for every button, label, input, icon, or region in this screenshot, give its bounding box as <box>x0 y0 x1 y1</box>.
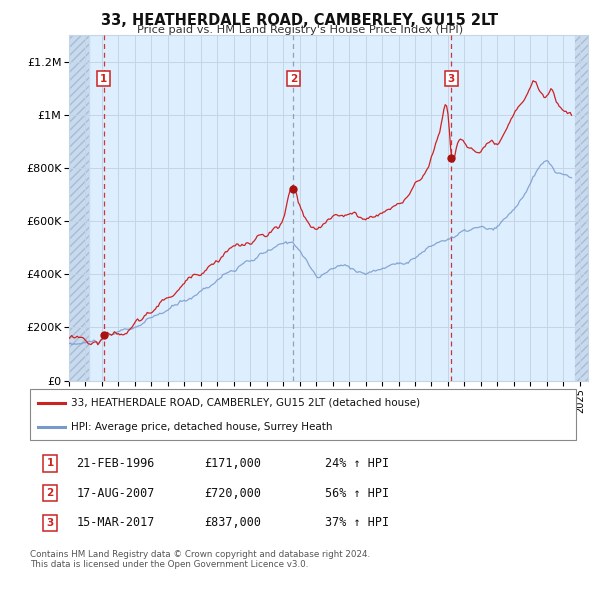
Text: 33, HEATHERDALE ROAD, CAMBERLEY, GU15 2LT (detached house): 33, HEATHERDALE ROAD, CAMBERLEY, GU15 2L… <box>71 398 420 408</box>
Text: 15-MAR-2017: 15-MAR-2017 <box>76 516 155 529</box>
Text: £171,000: £171,000 <box>205 457 262 470</box>
Text: 33, HEATHERDALE ROAD, CAMBERLEY, GU15 2LT: 33, HEATHERDALE ROAD, CAMBERLEY, GU15 2L… <box>101 13 499 28</box>
FancyBboxPatch shape <box>30 389 576 440</box>
Text: 3: 3 <box>47 518 54 527</box>
Text: 1: 1 <box>47 458 54 468</box>
Text: £837,000: £837,000 <box>205 516 262 529</box>
Text: Contains HM Land Registry data © Crown copyright and database right 2024.
This d: Contains HM Land Registry data © Crown c… <box>30 550 370 569</box>
Text: Price paid vs. HM Land Registry's House Price Index (HPI): Price paid vs. HM Land Registry's House … <box>137 25 463 35</box>
Text: 21-FEB-1996: 21-FEB-1996 <box>76 457 155 470</box>
Text: 17-AUG-2007: 17-AUG-2007 <box>76 487 155 500</box>
Text: 2: 2 <box>47 488 54 498</box>
Text: HPI: Average price, detached house, Surrey Heath: HPI: Average price, detached house, Surr… <box>71 422 332 432</box>
Text: 56% ↑ HPI: 56% ↑ HPI <box>325 487 389 500</box>
Text: 24% ↑ HPI: 24% ↑ HPI <box>325 457 389 470</box>
Text: 37% ↑ HPI: 37% ↑ HPI <box>325 516 389 529</box>
Text: 1: 1 <box>100 74 107 84</box>
Text: 3: 3 <box>448 74 455 84</box>
Text: £720,000: £720,000 <box>205 487 262 500</box>
Text: 2: 2 <box>290 74 297 84</box>
